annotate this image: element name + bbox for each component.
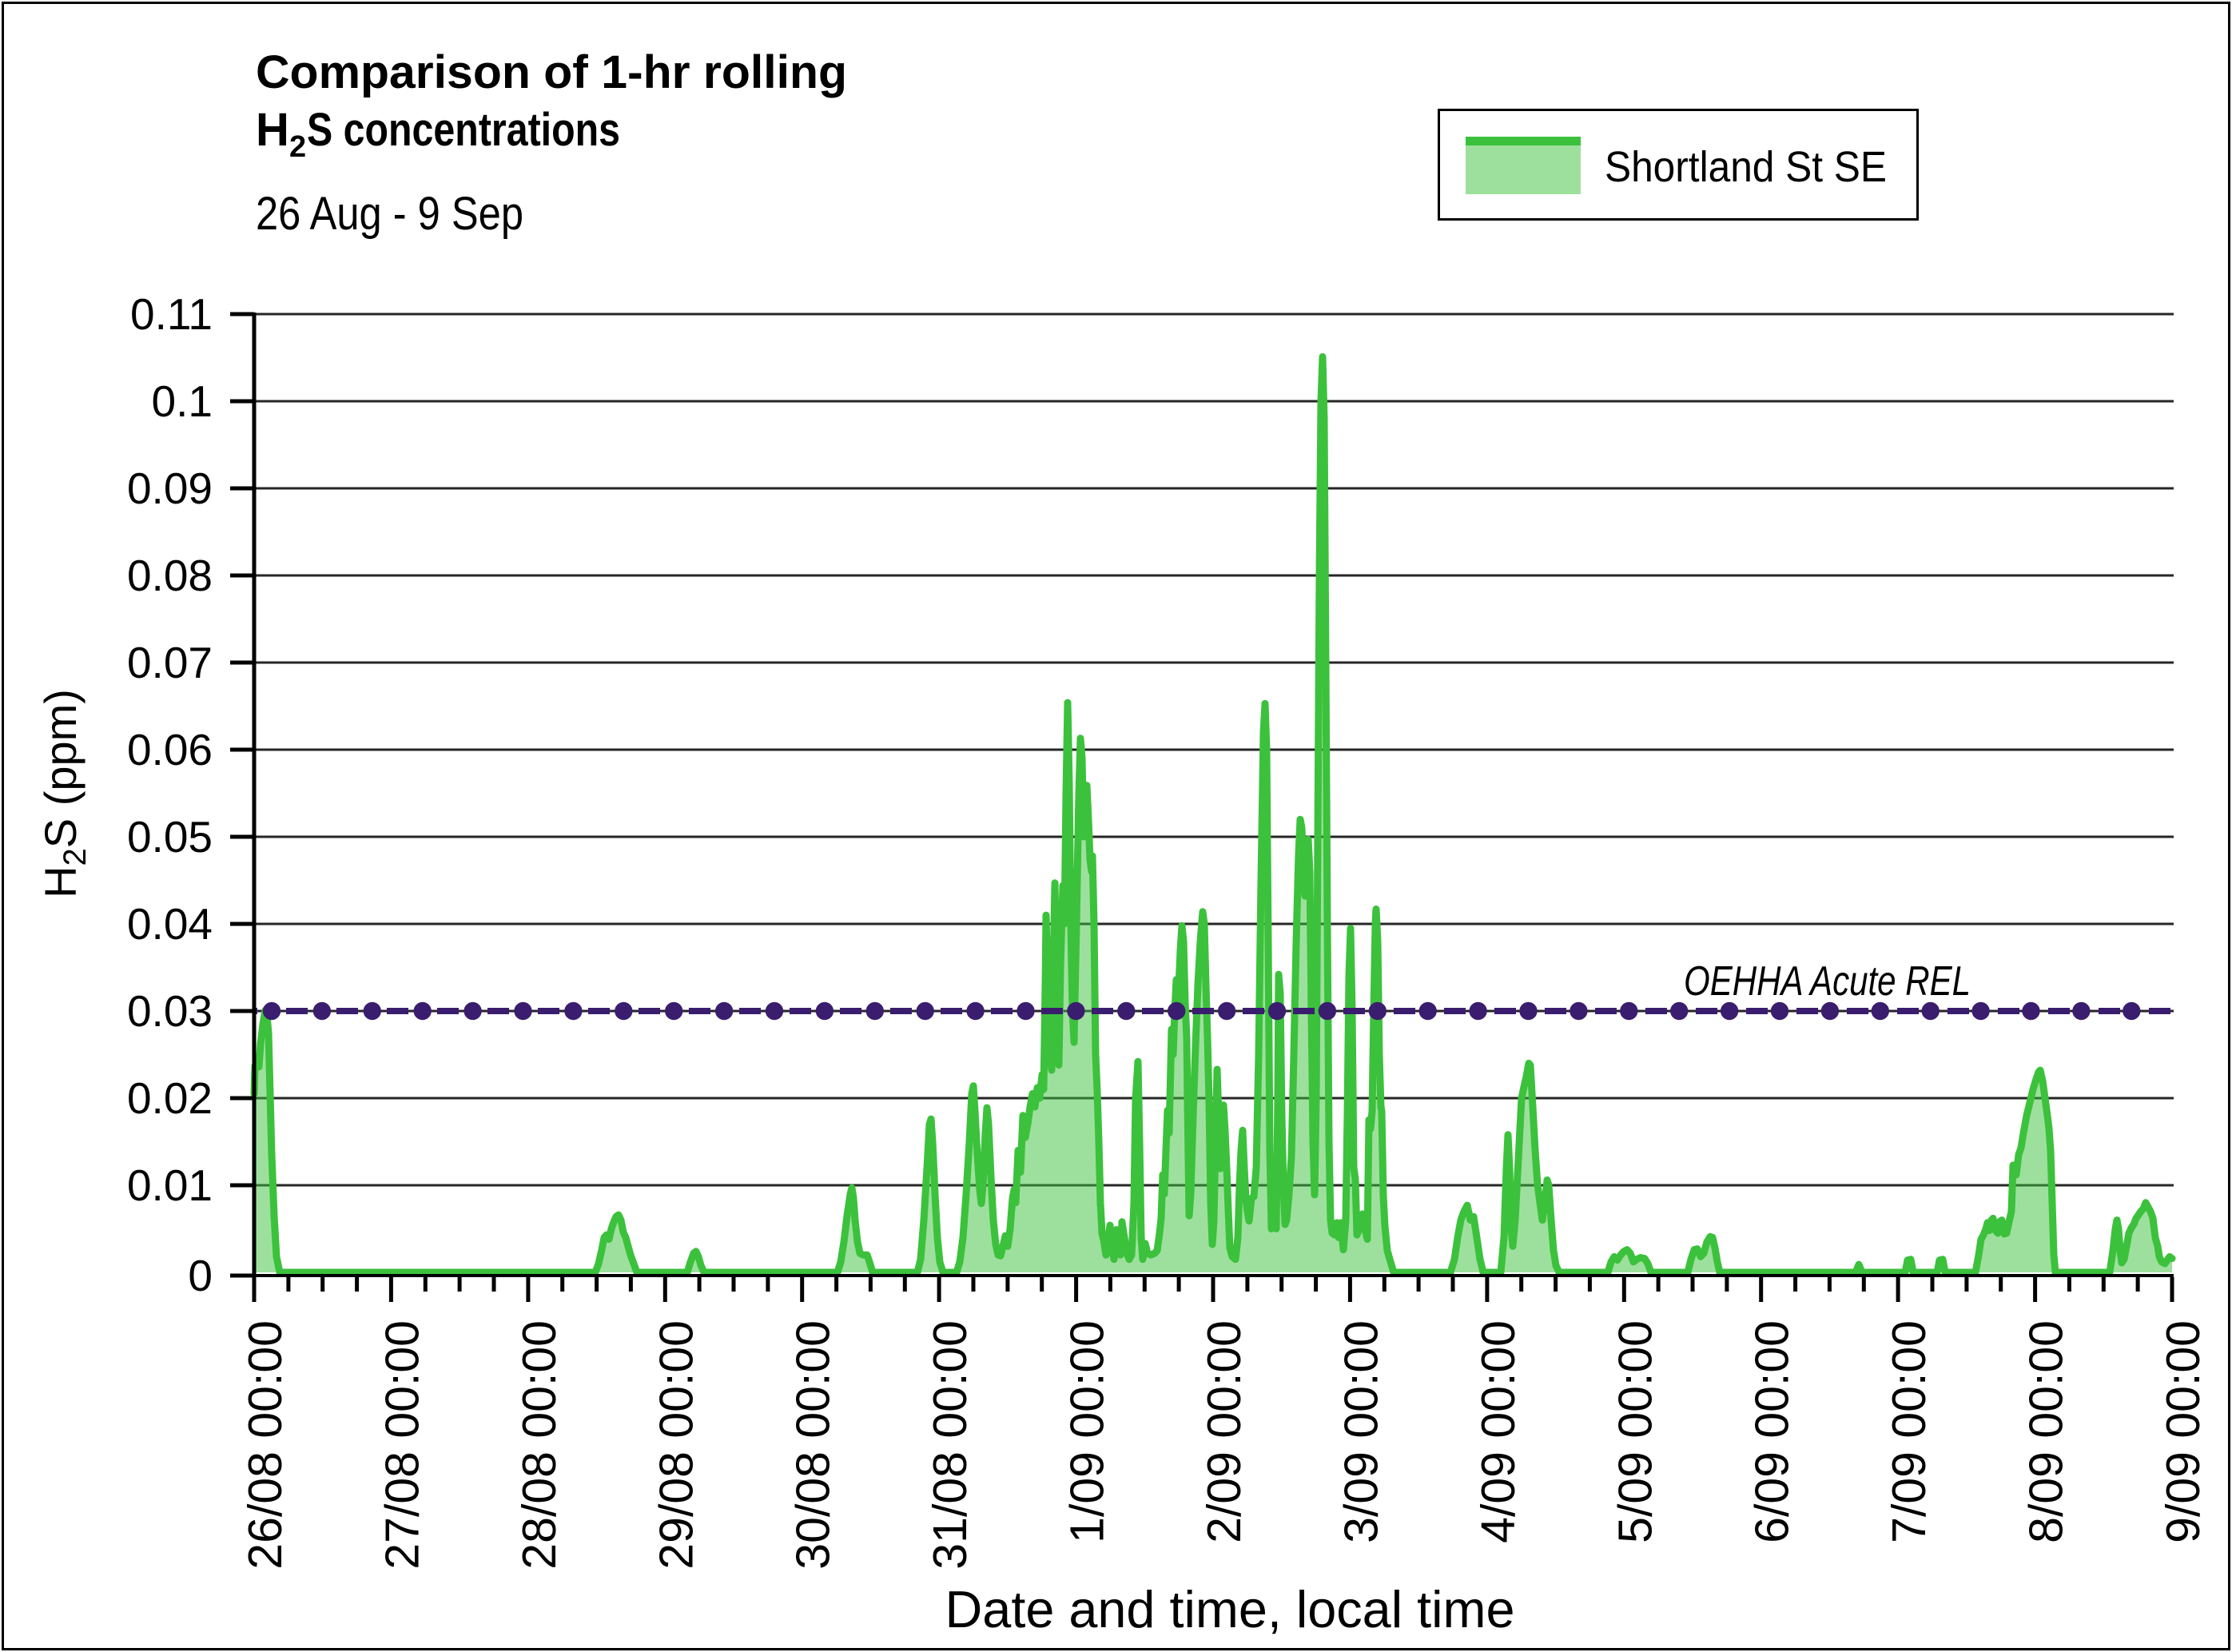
- svg-text:5/09 00:00: 5/09 00:00: [1609, 1320, 1661, 1543]
- svg-text:4/09 00:00: 4/09 00:00: [1472, 1320, 1525, 1543]
- svg-text:3/09 00:00: 3/09 00:00: [1335, 1320, 1387, 1543]
- svg-text:0: 0: [188, 1251, 213, 1300]
- svg-text:28/08 00:00: 28/08 00:00: [513, 1320, 566, 1570]
- svg-text:0.04: 0.04: [127, 899, 213, 949]
- svg-text:0.08: 0.08: [127, 551, 213, 600]
- svg-text:0.11: 0.11: [130, 289, 213, 339]
- svg-text:0.05: 0.05: [127, 812, 213, 862]
- svg-text:Date and time, local time: Date and time, local time: [945, 1580, 1515, 1638]
- svg-text:OEHHA Acute REL: OEHHA Acute REL: [1684, 958, 1971, 1005]
- svg-text:1/09 00:00: 1/09 00:00: [1061, 1320, 1114, 1543]
- svg-text:9/09 00:00: 9/09 00:00: [2157, 1320, 2210, 1543]
- svg-text:6/09 00:00: 6/09 00:00: [1746, 1320, 1799, 1543]
- svg-text:8/09 00:00: 8/09 00:00: [2020, 1320, 2073, 1543]
- svg-text:Comparison of 1-hr rolling: Comparison of 1-hr rolling: [256, 46, 847, 98]
- svg-text:0.02: 0.02: [127, 1073, 213, 1123]
- svg-text:H2S (ppm): H2S (ppm): [35, 689, 93, 898]
- svg-text:29/08 00:00: 29/08 00:00: [650, 1320, 702, 1570]
- svg-text:0.07: 0.07: [127, 638, 213, 687]
- svg-text:0.03: 0.03: [127, 986, 213, 1036]
- svg-text:S concentrations: S concentrations: [307, 104, 620, 156]
- svg-text:0.06: 0.06: [127, 725, 213, 774]
- svg-text:2/09 00:00: 2/09 00:00: [1198, 1320, 1251, 1543]
- svg-text:H: H: [256, 104, 289, 156]
- svg-text:7/09 00:00: 7/09 00:00: [1883, 1320, 1936, 1543]
- svg-text:30/08 00:00: 30/08 00:00: [787, 1320, 840, 1570]
- svg-text:Shortland St SE: Shortland St SE: [1605, 143, 1887, 191]
- svg-text:26/08 00:00: 26/08 00:00: [239, 1320, 292, 1570]
- svg-text:0.1: 0.1: [152, 376, 213, 426]
- svg-text:0.01: 0.01: [127, 1160, 213, 1210]
- svg-text:0.09: 0.09: [127, 464, 213, 513]
- svg-text:2: 2: [289, 130, 306, 164]
- svg-text:26 Aug - 9 Sep: 26 Aug - 9 Sep: [256, 188, 523, 240]
- svg-text:31/08 00:00: 31/08 00:00: [924, 1320, 977, 1570]
- svg-text:27/08 00:00: 27/08 00:00: [376, 1320, 428, 1570]
